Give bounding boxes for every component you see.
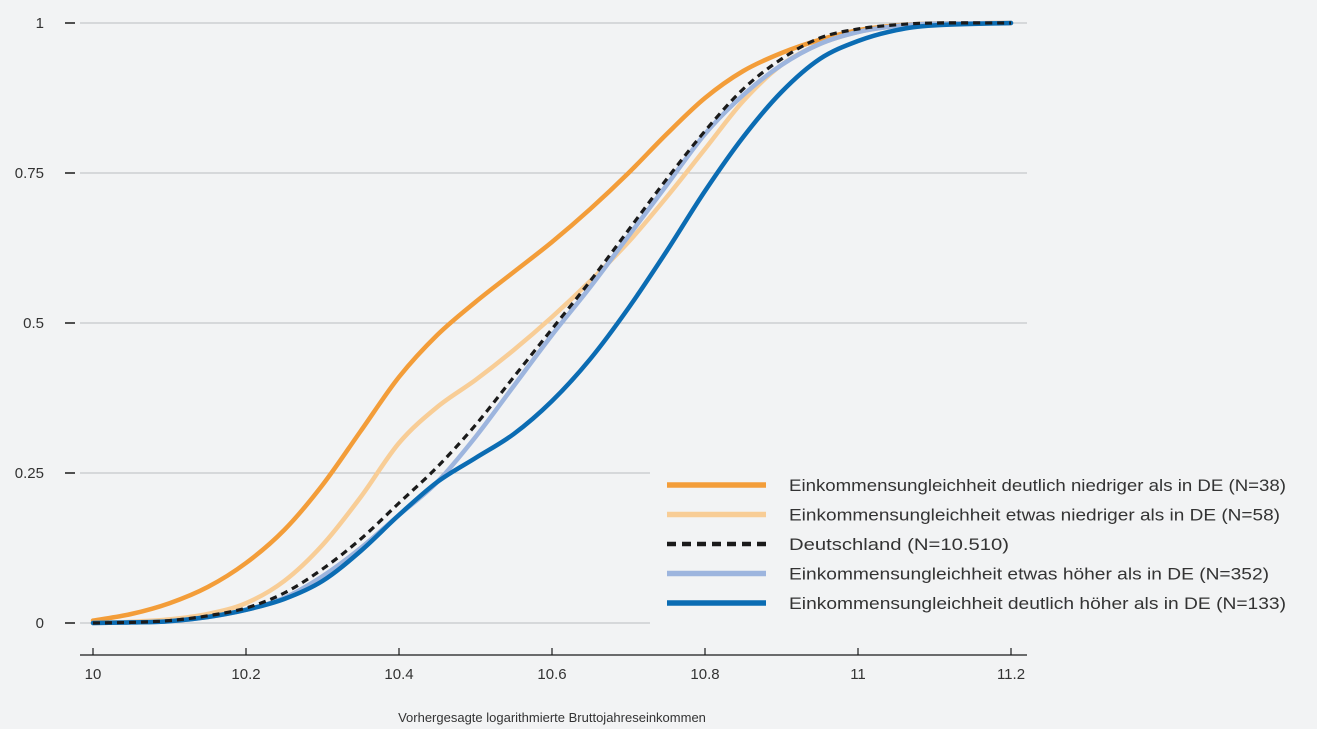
x-axis-title: Vorhergesagte logarithmierte Bruttojahre…	[398, 710, 706, 725]
y-tick-label: 0	[36, 615, 44, 632]
x-tick-label: 11	[850, 666, 866, 683]
series-line-deutlich-hoeher	[90, 20, 1014, 626]
y-tick-label: 0.75	[15, 165, 44, 182]
x-tick-label: 10.6	[537, 666, 566, 683]
series-line-deutschland	[92, 21, 1012, 625]
legend-label: Einkommensungleichheit etwas niedriger a…	[789, 506, 1280, 525]
legend-label: Einkommensungleichheit deutlich niedrige…	[789, 476, 1286, 495]
legend-entry-etwas-hoeher: Einkommensungleichheit etwas höher als i…	[667, 565, 1269, 584]
legend-label: Einkommensungleichheit etwas höher als i…	[789, 565, 1269, 584]
legend-entry-deutschland: Deutschland (N=10.510)	[667, 535, 1009, 554]
legend: Einkommensungleichheit deutlich niedrige…	[650, 466, 1300, 626]
legend-entry-deutlich-niedriger: Einkommensungleichheit deutlich niedrige…	[667, 476, 1286, 495]
x-axis: 10 10.2 10.4 10.6 10.8 11 11.2	[80, 648, 1027, 683]
legend-label: Deutschland (N=10.510)	[789, 535, 1009, 554]
x-tick-label: 10.4	[384, 666, 413, 683]
x-tick-label: 10	[85, 666, 102, 683]
y-tick-label: 0.25	[15, 465, 44, 482]
y-axis: 0 0.25 0.5 0.75 1	[15, 15, 75, 632]
legend-label: Einkommensungleichheit deutlich höher al…	[789, 594, 1286, 613]
x-tick-label: 10.8	[690, 666, 719, 683]
x-tick-label: 11.2	[997, 666, 1025, 683]
series-group	[90, 20, 1014, 626]
legend-entry-etwas-niedriger: Einkommensungleichheit etwas niedriger a…	[667, 506, 1280, 525]
legend-entry-deutlich-hoeher: Einkommensungleichheit deutlich höher al…	[667, 594, 1286, 613]
series-line-deutlich-niedriger	[90, 20, 1014, 623]
y-tick-label: 0.5	[23, 315, 44, 332]
y-tick-label: 1	[36, 15, 44, 32]
x-tick-label: 10.2	[231, 666, 260, 683]
